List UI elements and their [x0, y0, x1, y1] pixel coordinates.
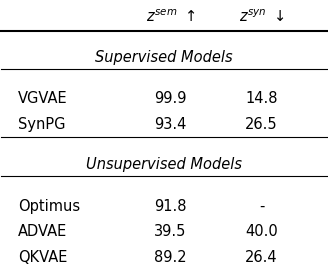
Text: 93.4: 93.4 — [154, 117, 187, 132]
Text: -: - — [259, 199, 264, 214]
Text: SynPG: SynPG — [18, 117, 65, 132]
Text: Unsupervised Models: Unsupervised Models — [86, 157, 242, 172]
Text: 26.5: 26.5 — [245, 117, 278, 132]
Text: $z^{syn}$ $\downarrow$: $z^{syn}$ $\downarrow$ — [239, 8, 284, 25]
Text: $z^{sem}$ $\uparrow$: $z^{sem}$ $\uparrow$ — [146, 8, 195, 25]
Text: Supervised Models: Supervised Models — [95, 50, 233, 65]
Text: 89.2: 89.2 — [154, 249, 187, 264]
Text: 99.9: 99.9 — [154, 91, 187, 106]
Text: 26.4: 26.4 — [245, 249, 278, 264]
Text: 40.0: 40.0 — [245, 224, 278, 239]
Text: Optimus: Optimus — [18, 199, 80, 214]
Text: 14.8: 14.8 — [245, 91, 278, 106]
Text: 91.8: 91.8 — [154, 199, 187, 214]
Text: VGVAE: VGVAE — [18, 91, 67, 106]
Text: QKVAE: QKVAE — [18, 249, 67, 264]
Text: 39.5: 39.5 — [154, 224, 187, 239]
Text: ADVAE: ADVAE — [18, 224, 67, 239]
